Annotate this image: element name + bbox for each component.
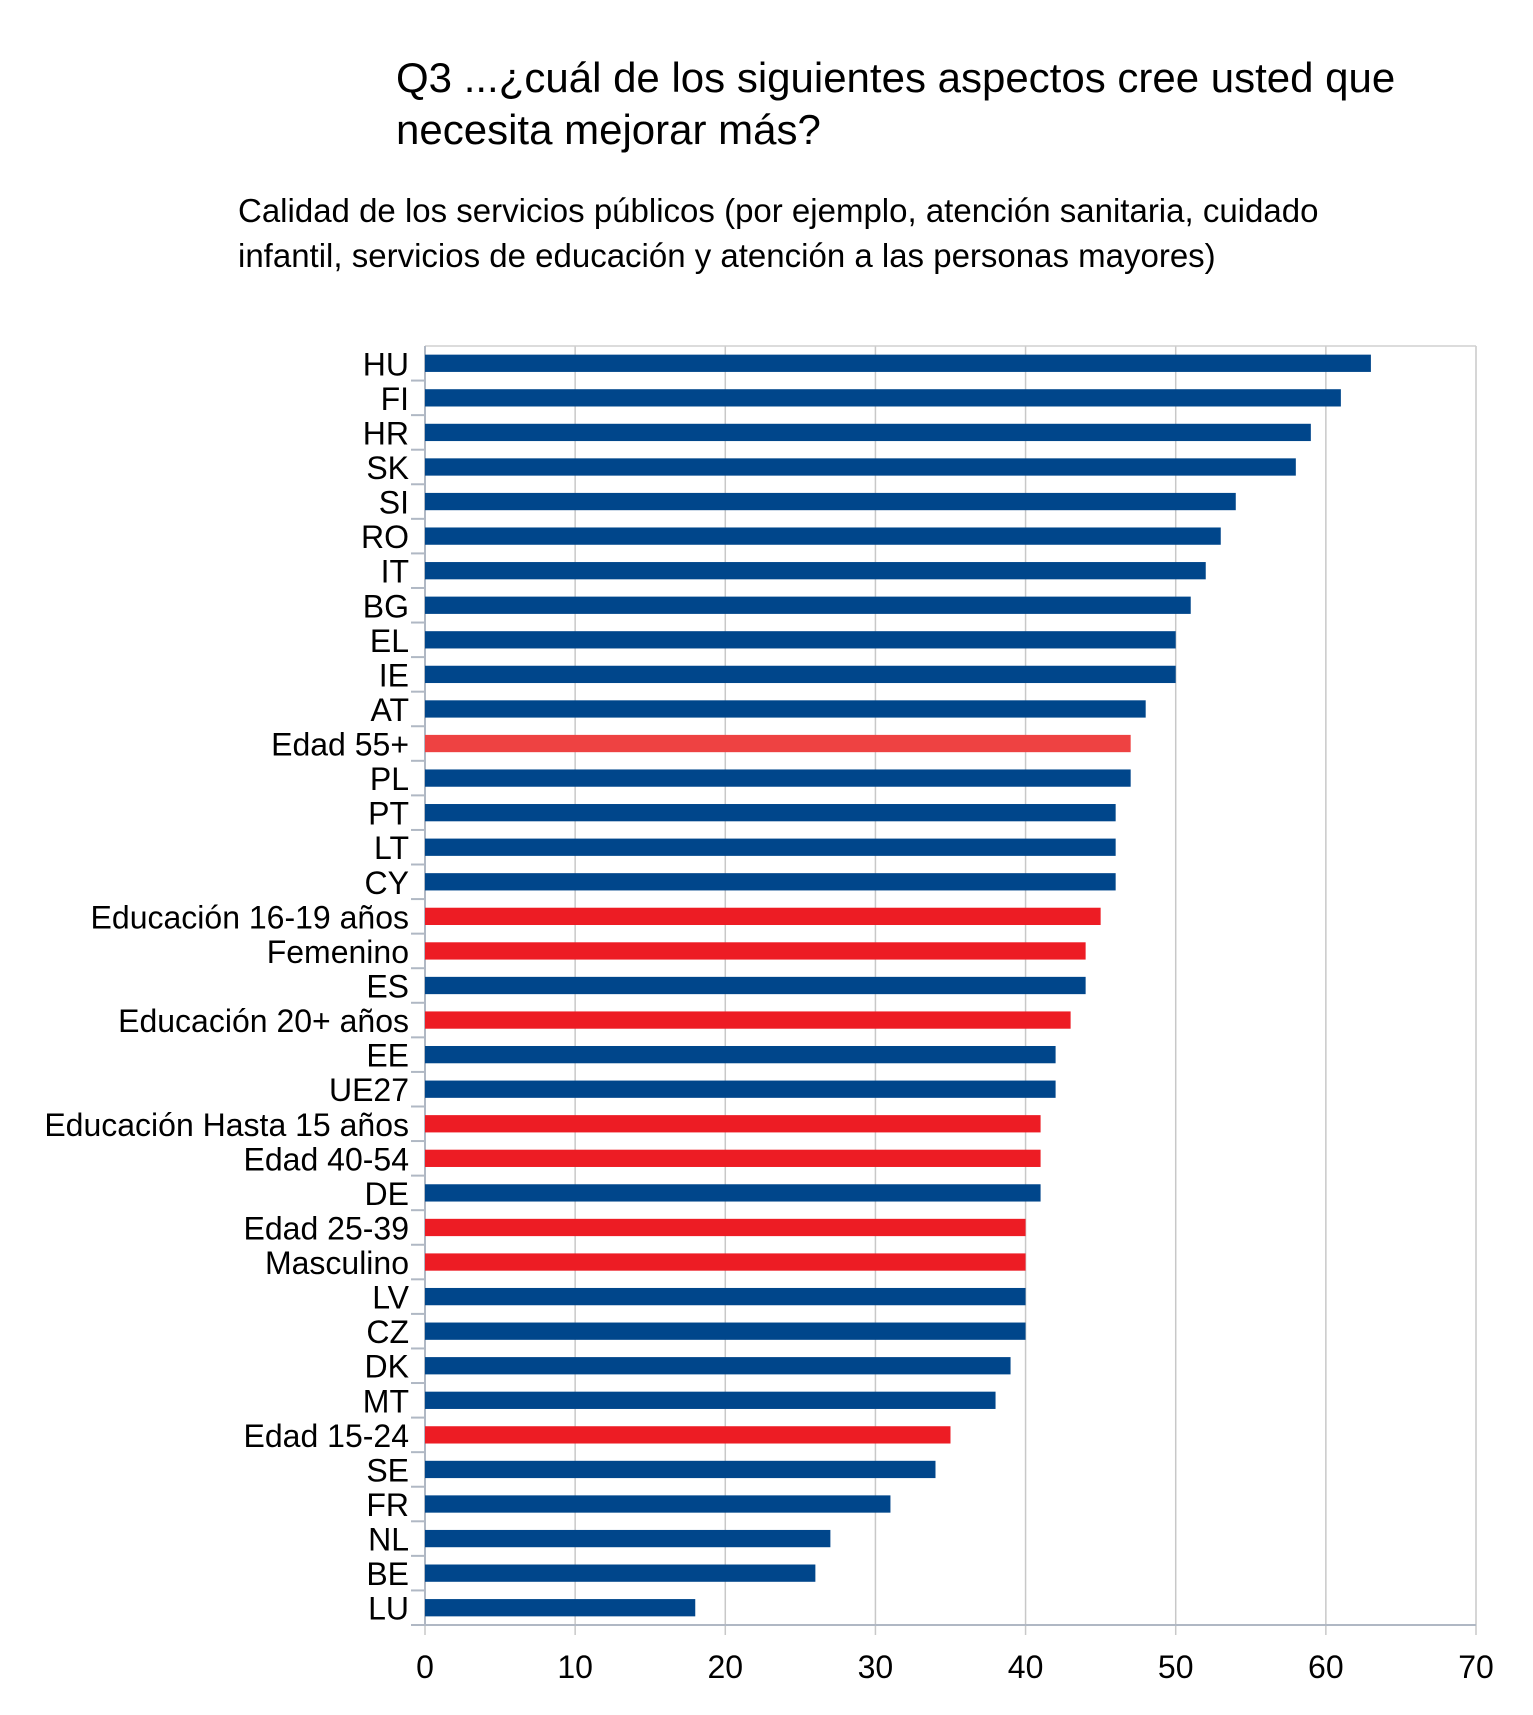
category-label: AT [370, 692, 409, 728]
x-tick-label: 0 [416, 1649, 434, 1685]
category-label: Educación 20+ años [118, 1003, 409, 1039]
category-label: BG [363, 588, 409, 624]
bar-mt [425, 1391, 996, 1409]
bar-it [425, 562, 1206, 580]
bar-el [425, 631, 1176, 649]
bar-lv [425, 1287, 1026, 1306]
x-tick-label: 40 [1008, 1649, 1044, 1685]
category-label: PL [370, 761, 409, 797]
category-label: Edad 55+ [271, 727, 409, 763]
x-tick-label: 60 [1308, 1649, 1344, 1685]
category-label: SK [366, 450, 409, 486]
bar-edad-40-54 [425, 1149, 1041, 1167]
category-label: PT [368, 796, 409, 832]
x-tick-label: 30 [858, 1649, 894, 1685]
bar-nl [425, 1529, 831, 1548]
x-tick-label: 50 [1158, 1649, 1194, 1685]
bar-ue27 [425, 1080, 1056, 1098]
bar-at [425, 700, 1146, 718]
bar-se [425, 1460, 936, 1479]
bar-fi [425, 389, 1341, 407]
bar-edad-55- [425, 734, 1131, 753]
chart-title: Q3 ...¿cuál de los siguientes aspectos c… [396, 54, 1396, 153]
category-label: MT [363, 1383, 409, 1419]
x-tick-label: 70 [1458, 1649, 1494, 1685]
bar-edad-25-39 [425, 1218, 1026, 1237]
bar-masculino [425, 1253, 1026, 1271]
bar-pt [425, 804, 1116, 822]
category-label: EL [370, 623, 409, 659]
bar-fr [425, 1495, 891, 1513]
category-label: IE [379, 657, 409, 693]
bar-lt [425, 838, 1116, 856]
bar-hu [425, 354, 1371, 372]
bar-be [425, 1564, 816, 1582]
category-label: SE [366, 1452, 409, 1488]
x-tick-label: 20 [707, 1649, 743, 1685]
bar-sk [425, 458, 1296, 476]
bar-dk [425, 1357, 1011, 1375]
bar-es [425, 976, 1086, 995]
bar-femenino [425, 942, 1086, 960]
category-label: Educación Hasta 15 años [44, 1107, 409, 1143]
bar-hr [425, 423, 1311, 442]
bar-ro [425, 527, 1221, 545]
bar-pl [425, 769, 1131, 787]
category-label: LT [374, 830, 409, 866]
category-label: RO [361, 519, 409, 555]
category-label: SI [379, 485, 409, 521]
category-label: Femenino [267, 934, 409, 970]
category-label: DE [365, 1176, 409, 1212]
bar-cy [425, 873, 1116, 891]
x-tick-label: 10 [557, 1649, 593, 1685]
bar-educaci-n-hasta-15-a-os [425, 1115, 1041, 1133]
bar-lu [425, 1599, 696, 1617]
category-label: IT [381, 554, 409, 590]
category-label: HU [363, 346, 409, 382]
bar-ee [425, 1045, 1056, 1064]
category-label: Educación 16-19 años [91, 899, 409, 935]
bar-cz [425, 1322, 1026, 1340]
category-label: NL [368, 1522, 409, 1558]
category-label: Edad 25-39 [244, 1210, 409, 1246]
bar-bg [425, 596, 1191, 614]
category-label: ES [366, 969, 409, 1005]
category-label: CZ [366, 1314, 409, 1350]
category-label: FI [381, 381, 409, 417]
bar-si [425, 492, 1236, 511]
category-label: EE [366, 1038, 409, 1074]
bar-ie [425, 665, 1176, 684]
category-label: LV [372, 1280, 409, 1316]
bar-educaci-n-16-19-a-os [425, 907, 1101, 926]
category-label: HR [363, 415, 409, 451]
category-label: BE [366, 1556, 409, 1592]
category-label: UE27 [329, 1072, 409, 1108]
category-label: LU [368, 1591, 409, 1627]
bar-educaci-n-20-a-os [425, 1011, 1071, 1029]
category-label: Edad 15-24 [244, 1418, 409, 1454]
category-label: CY [365, 865, 409, 901]
bar-de [425, 1184, 1041, 1202]
category-label: Masculino [265, 1245, 409, 1281]
bar-edad-15-24 [425, 1426, 951, 1444]
category-label: DK [365, 1349, 409, 1385]
chart-subtitle: Calidad de los servicios públicos (por e… [238, 192, 1319, 274]
category-label: Edad 40-54 [244, 1141, 409, 1177]
category-label: FR [366, 1487, 409, 1523]
